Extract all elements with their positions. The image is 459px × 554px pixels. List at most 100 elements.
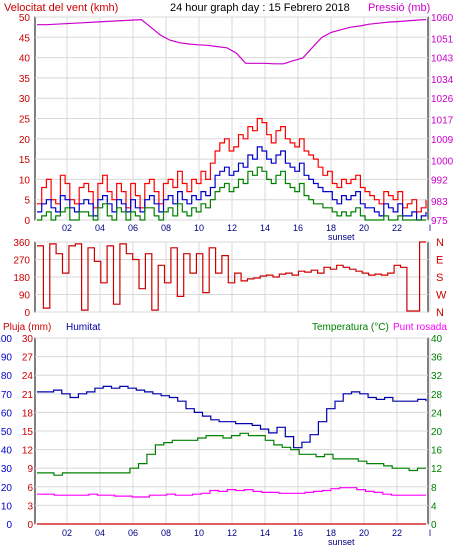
sunset-label-bottom: sunset: [328, 537, 355, 547]
wind-speed-tick: 20: [19, 135, 31, 146]
direction-degree-tick: 360: [13, 238, 30, 249]
temperature-tick: 12: [431, 464, 443, 475]
x-tick-label: 12: [227, 528, 237, 538]
rain-tick: 24: [22, 371, 34, 382]
pressure-tick: 992: [431, 175, 448, 186]
humidity-tick: 20: [1, 483, 13, 494]
x-tick-label: 04: [95, 223, 105, 233]
temperature-tick: 4: [431, 501, 437, 512]
rain-tick: 21: [22, 390, 34, 401]
temperature-tick: 16: [431, 446, 443, 457]
pressure-tick: 975: [431, 216, 448, 227]
wind-speed-tick: 25: [19, 115, 31, 126]
x-tick-label: 04: [95, 528, 105, 538]
rain-tick: 15: [22, 427, 34, 438]
x-tick-label: 10: [194, 223, 204, 233]
pressure-axis-label: Pressió (mb): [368, 2, 430, 14]
dew-point-axis-label: Punt rosada: [393, 322, 447, 333]
humidity-tick: 100: [0, 334, 12, 345]
temperature-tick: 0: [431, 520, 437, 531]
rain-tick-labels: 0 3 6 9 12 15 18 21 24 27 30: [22, 334, 34, 531]
x-tick-label: 16: [293, 528, 303, 538]
direction-degree-tick: 0: [24, 308, 30, 319]
pressure-line: [37, 18, 427, 65]
humidity-tick: 60: [1, 408, 13, 419]
humidity-line: [37, 385, 427, 449]
humidity-tick: 40: [1, 446, 13, 457]
wind-speed-tick: 40: [19, 54, 31, 65]
temperature-tick: 20: [431, 427, 443, 438]
direction-panel-grid: [35, 241, 431, 313]
compass-label: S: [436, 272, 443, 284]
x-tick-label: 06: [128, 223, 138, 233]
wind-speed-tick: 5: [24, 196, 30, 207]
temperature-tick: 40: [431, 334, 443, 345]
wind-speed-tick: 30: [19, 94, 31, 105]
pressure-tick: 1043: [431, 54, 454, 65]
humidity-tick: 70: [1, 390, 13, 401]
rain-tick: 6: [27, 483, 33, 494]
x-tick-label: 20: [359, 223, 369, 233]
x-tick-label: l: [429, 528, 431, 538]
wind-speed-tick: 0: [24, 216, 30, 227]
rain-tick: 18: [22, 408, 34, 419]
x-tick-label: 20: [359, 528, 369, 538]
wind-speed-tick: 15: [19, 155, 31, 166]
x-tick-label: 02: [62, 223, 72, 233]
sunset-label-top: sunset: [328, 232, 355, 242]
humidity-axis-label: Humitat: [66, 322, 101, 333]
temperature-line: [37, 432, 426, 476]
x-tick-label: 06: [128, 528, 138, 538]
rain-axis-label: Pluja (mm): [3, 322, 51, 333]
pressure-tick: 1034: [431, 75, 454, 86]
x-tick-label: 14: [260, 223, 270, 233]
x-tick-label: 16: [293, 223, 303, 233]
pressure-tick: 1026: [431, 94, 454, 105]
rain-tick: 3: [27, 501, 33, 512]
temp-panel-x-tick-labels: 02 04 06 08 10 12 14 16 18 20 22 l: [62, 528, 431, 538]
dew-point-line: [37, 487, 426, 498]
temperature-axis-label: Temperatura (°C): [312, 322, 389, 333]
rain-tick: 30: [22, 334, 34, 345]
humidity-tick: 50: [1, 427, 13, 438]
wind-panel-series: [37, 18, 427, 221]
humidity-tick: 10: [1, 501, 13, 512]
direction-degree-tick: 180: [13, 273, 30, 284]
compass-label: N: [436, 237, 444, 249]
humidity-tick: 90: [1, 353, 13, 364]
x-tick-label: l: [429, 223, 431, 233]
humidity-tick: 30: [1, 464, 13, 475]
x-tick-label: 14: [260, 528, 270, 538]
wind-min-line: [37, 166, 426, 221]
temperature-tick: 8: [431, 483, 437, 494]
wind-avg-line: [37, 146, 427, 221]
temp-panel-series: [37, 385, 427, 525]
rain-tick: 9: [27, 464, 33, 475]
wind-speed-tick: 10: [19, 175, 31, 186]
pressure-tick: 1009: [431, 135, 454, 146]
humidity-tick: 0: [6, 520, 12, 531]
pressure-tick: 1000: [431, 156, 454, 167]
wind-gust-line: [37, 117, 427, 213]
temperature-tick: 28: [431, 390, 443, 401]
direction-panel-series: [37, 241, 426, 312]
wind-speed-axis-label: Velocitat del vent (kmh): [4, 2, 118, 14]
pressure-tick: 983: [431, 197, 448, 208]
chart-title: 24 hour graph day : 15 Febrero 2018: [170, 2, 350, 14]
x-tick-label: 02: [62, 528, 72, 538]
pressure-tick: 1017: [431, 116, 454, 127]
temperature-tick: 32: [431, 371, 443, 382]
temperature-tick: 24: [431, 408, 443, 419]
wind-speed-tick: 35: [19, 74, 31, 85]
wind-panel-x-tick-labels: 02 04 06 08 10 12 14 16 18 20 22 l: [62, 223, 431, 233]
direction-degree-tick: 270: [13, 256, 30, 267]
x-tick-label: 18: [326, 223, 336, 233]
wind-speed-tick-labels: 0 5 10 15 20 25 30 35 40 45 50: [19, 13, 31, 227]
wind-direction-line: [37, 241, 426, 312]
pressure-tick: 1060: [431, 13, 454, 24]
x-tick-label: 22: [392, 223, 402, 233]
x-tick-label: 10: [194, 528, 204, 538]
humidity-tick-labels: 0 10 20 30 40 50 60 70 80 90 100: [0, 334, 12, 531]
compass-label: N: [436, 307, 444, 319]
